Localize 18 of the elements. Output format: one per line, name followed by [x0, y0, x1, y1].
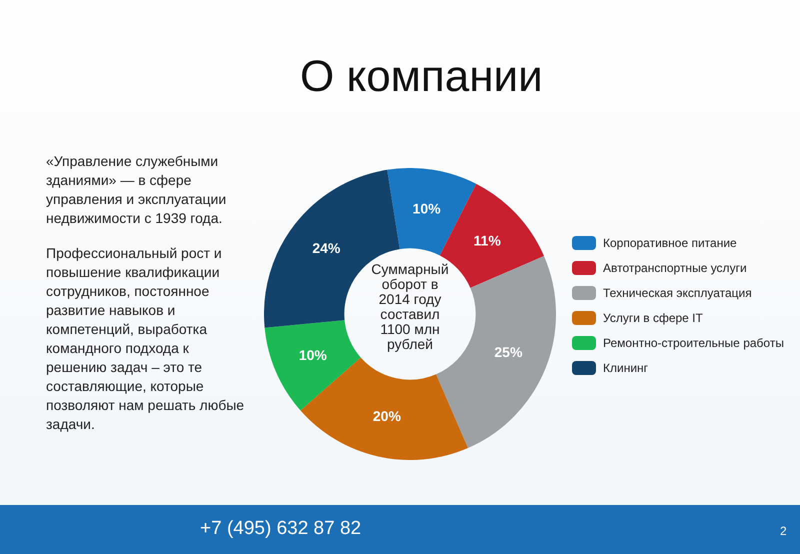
legend-label: Ремонтно-строительные работы — [603, 336, 784, 350]
legend-label: Техническая эксплуатация — [603, 286, 752, 300]
data-label: 11% — [474, 232, 502, 248]
data-label: 24% — [312, 240, 341, 256]
legend-label: Автотранспортные услуги — [603, 260, 747, 274]
text: +7 (495) 632 87 82 — [200, 518, 362, 540]
data-label: 10% — [298, 346, 328, 363]
text: «Управление служебными зданиями» — в сфере управления и эксплуатации недвижимости с 1939 года. — [46, 152, 228, 228]
text: Суммарный оборот в 2014 году составил 1100 млн рублей — [370, 261, 450, 352]
text: 2 — [780, 524, 787, 538]
chart-title: О компании — [300, 52, 543, 102]
legend-label: Корпоративное питание — [603, 236, 737, 250]
legend-label: Клининг — [603, 360, 648, 374]
legend-label: Услуги в сфере IT — [603, 310, 703, 324]
data-label: 10% — [412, 200, 442, 216]
data-label: 25% — [494, 344, 523, 360]
text: Профессиональный рост и повышение квалификации сотрудников, постоянное развитие навыков и компетенций, выработка командного подхода к решению задач – это те составляющие, которые позволяют нам решать любые задачи. — [46, 245, 244, 432]
data-label: 20% — [372, 408, 402, 424]
